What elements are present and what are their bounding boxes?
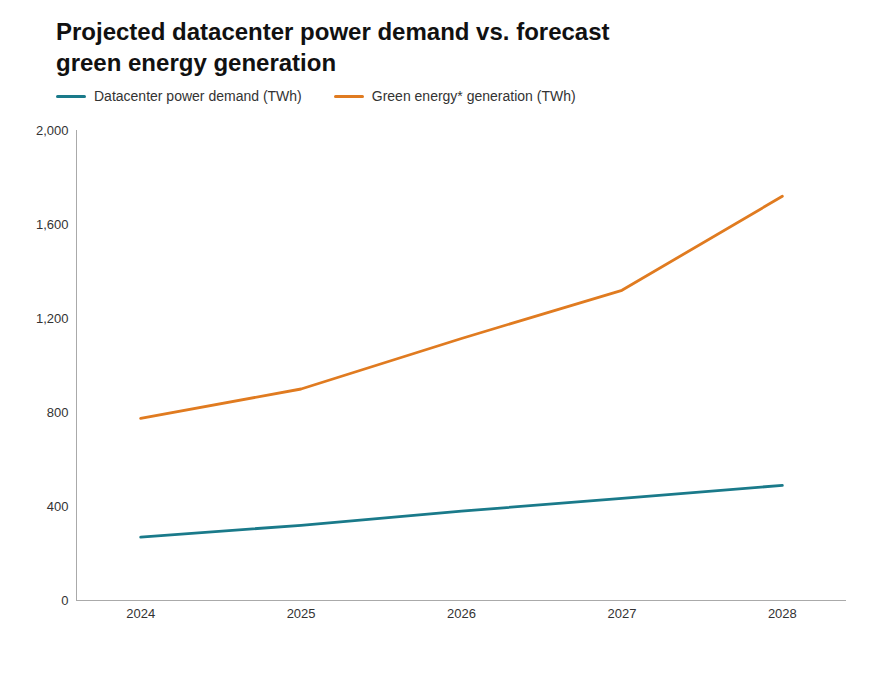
svg-text:2025: 2025 (287, 606, 316, 621)
svg-text:2027: 2027 (607, 606, 636, 621)
svg-text:2026: 2026 (447, 606, 476, 621)
svg-text:0: 0 (61, 593, 68, 608)
svg-text:2,000: 2,000 (36, 123, 69, 138)
html-text:Projected datacenter power dem: Projected datacenter power demand vs. fo… (56, 18, 610, 77)
svg-text:1,600: 1,600 (36, 217, 69, 232)
svg-text:2024: 2024 (126, 606, 155, 621)
svg-text:800: 800 (47, 405, 69, 420)
svg-text:1,200: 1,200 (36, 311, 69, 326)
svg-text:400: 400 (47, 499, 69, 514)
html-text:Green energy* generation (TWh): Green energy* generation (TWh) (371, 88, 576, 105)
html-text:Datacenter power demand (TWh): Datacenter power demand (TWh) (94, 88, 302, 105)
svg-text:2028: 2028 (768, 606, 797, 621)
